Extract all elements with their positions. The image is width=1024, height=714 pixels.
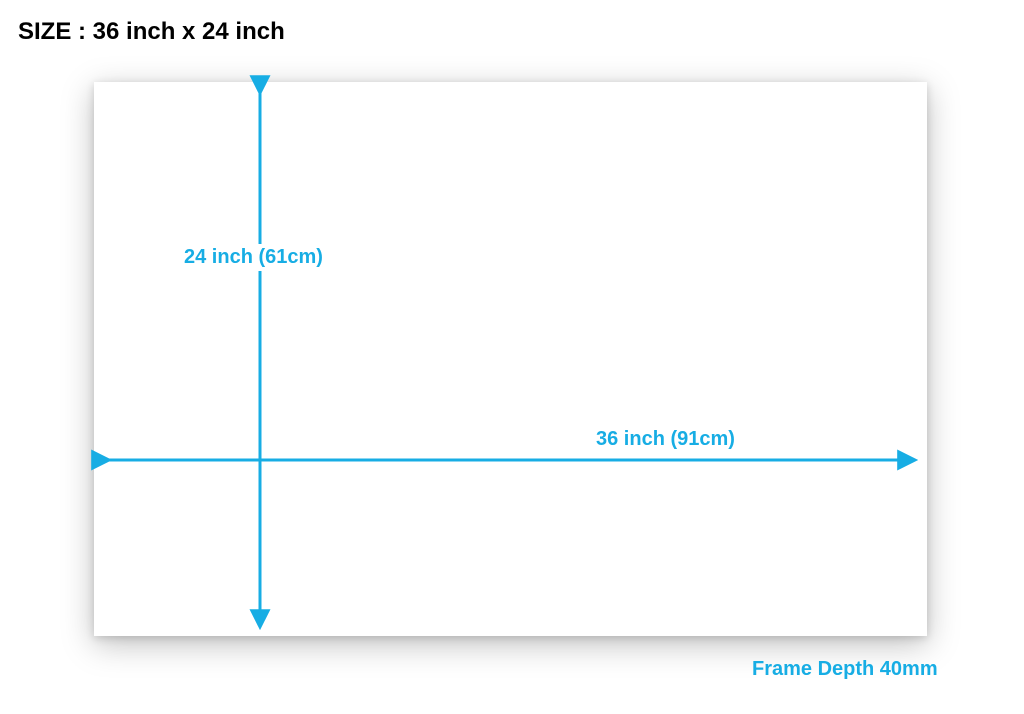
vertical-dimension-label: 24 inch (61cm) [180,244,327,271]
frame-depth-label: Frame Depth 40mm [752,658,938,681]
size-title: SIZE : 36 inch x 24 inch [18,18,285,46]
frame-rectangle [94,82,927,636]
horizontal-dimension-label: 36 inch (91cm) [592,426,739,453]
